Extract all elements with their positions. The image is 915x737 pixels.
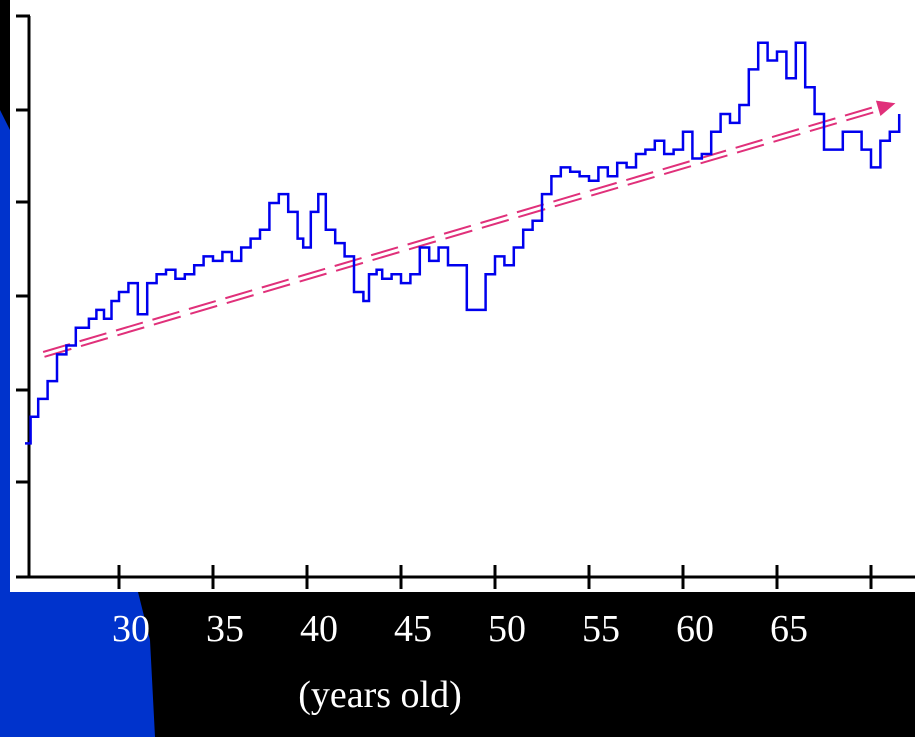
series-line-1 — [25, 41, 901, 445]
axes — [16, 14, 915, 589]
x-tick-label-30: 30 — [112, 608, 150, 650]
series-lines — [24, 41, 901, 445]
x-tick-label-65: 65 — [770, 608, 808, 650]
x-axis-title: (years old) — [298, 674, 462, 716]
trend-dash-line-2 — [44, 108, 884, 358]
x-tick-label-50: 50 — [488, 608, 526, 650]
trend-arrow — [42, 100, 896, 358]
trend-arrowhead — [875, 100, 896, 117]
x-tick-label-45: 45 — [394, 608, 432, 650]
x-tick-label-60: 60 — [676, 608, 714, 650]
plot-area — [10, 0, 915, 592]
x-tick-label-40: 40 — [300, 608, 338, 650]
trend-dash-line-1 — [42, 103, 882, 353]
x-tick-label-55: 55 — [582, 608, 620, 650]
line-chart — [16, 14, 915, 589]
x-tick-label-35: 35 — [206, 608, 244, 650]
